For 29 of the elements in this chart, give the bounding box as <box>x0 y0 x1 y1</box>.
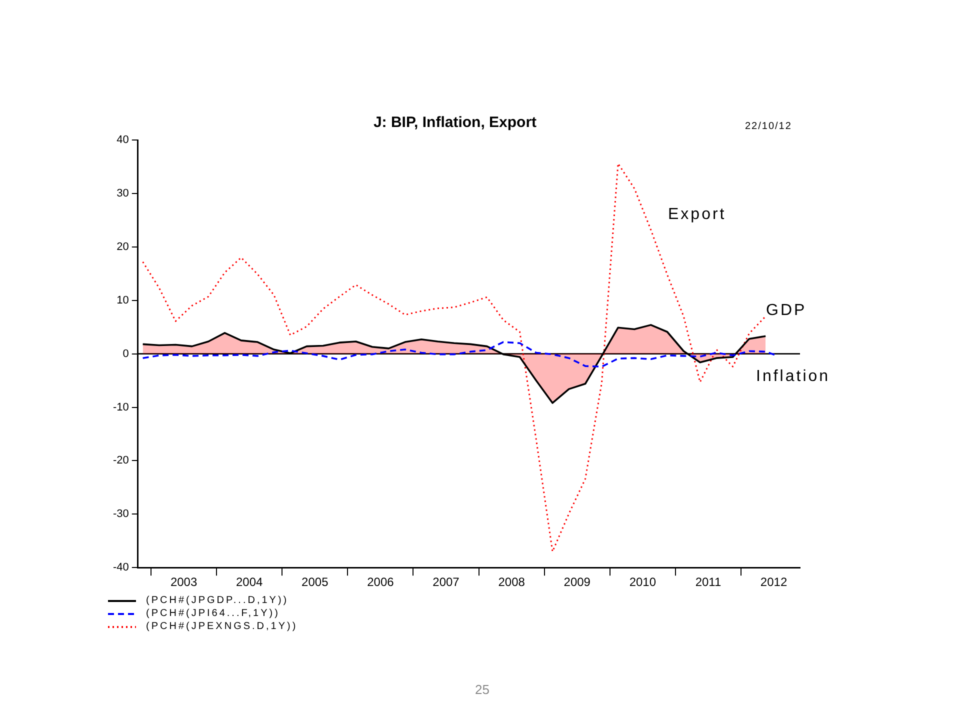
x-tick-label: 2008 <box>498 575 526 590</box>
x-tick-label: 2003 <box>170 575 198 590</box>
text: 22/10/12 <box>745 121 792 132</box>
line-series <box>142 341 778 368</box>
x-tick-label: 2012 <box>760 575 788 590</box>
annotation: GDP <box>766 302 807 320</box>
x-tick-label: 2009 <box>564 575 591 590</box>
y-tick-label: -40 <box>112 562 129 574</box>
annotation: Export <box>668 206 726 224</box>
x-tick-label: 2007 <box>432 575 460 590</box>
text: 25 <box>475 682 490 697</box>
legend-label: (PCH#(JPGDP...D,1Y)) <box>146 595 289 606</box>
y-tick-label: 30 <box>116 187 129 200</box>
y-tick-label: 40 <box>116 134 129 146</box>
y-tick-label: 0 <box>122 348 129 360</box>
y-tick-label: -30 <box>112 508 129 520</box>
x-tick-label: 2010 <box>629 575 656 590</box>
y-tick-label: -20 <box>112 454 129 467</box>
x-tick-label: 2006 <box>367 575 394 590</box>
legend-label: (PCH#(JPEXNGS.D,1Y)) <box>146 621 298 632</box>
x-tick-label: 2004 <box>236 575 264 590</box>
legend-label: (PCH#(JPI64...F,1Y)) <box>146 608 280 619</box>
y-tick-label: 10 <box>116 294 129 306</box>
x-tick-label: 2005 <box>302 575 329 590</box>
y-tick-label: -10 <box>112 401 129 414</box>
y-tick-label: 20 <box>116 240 129 253</box>
annotation: Inflation <box>756 368 830 386</box>
chart-title: J: BIP, Inflation, Export <box>373 114 537 132</box>
x-tick-label: 2011 <box>695 575 722 590</box>
